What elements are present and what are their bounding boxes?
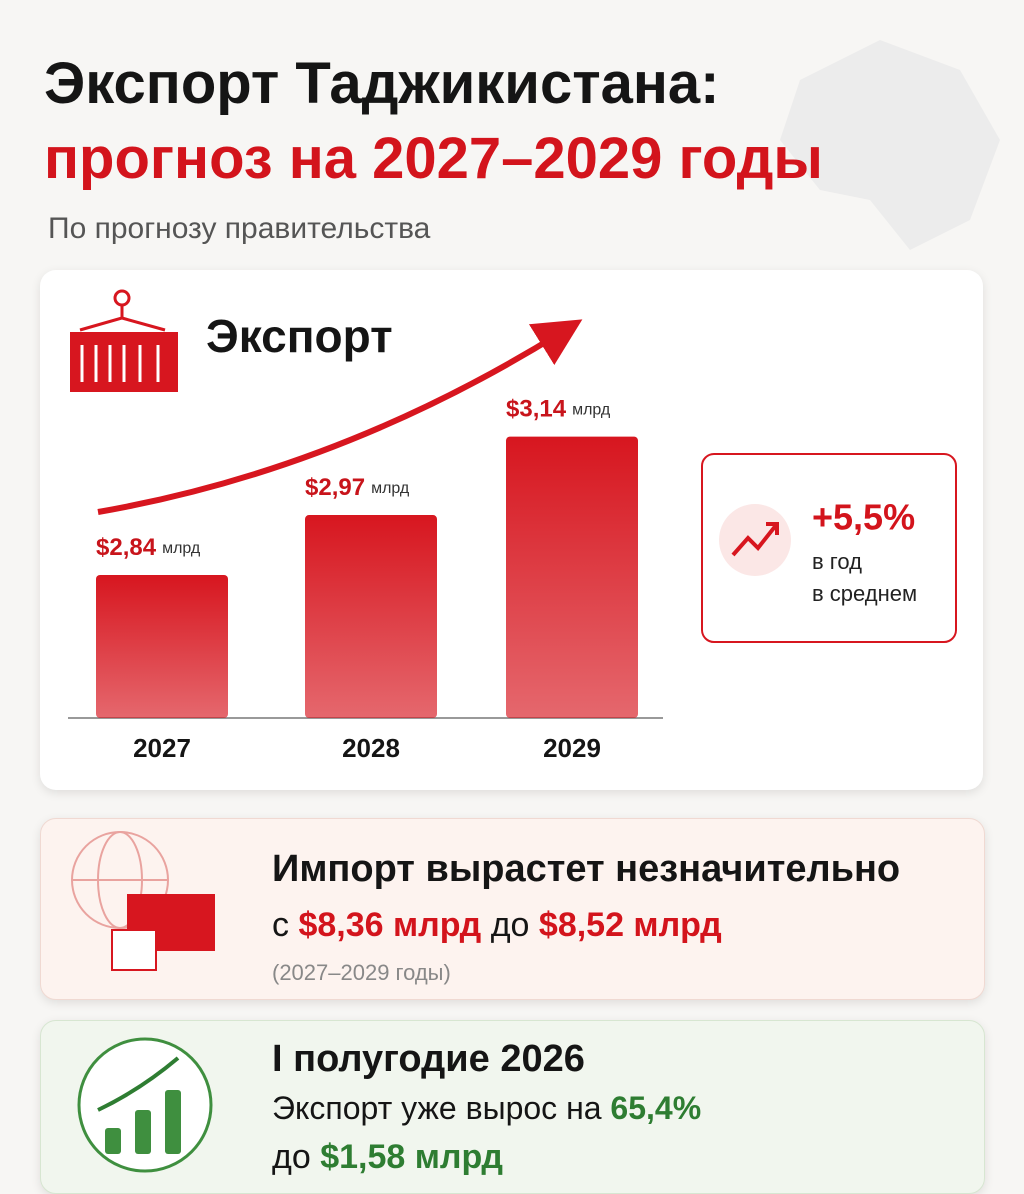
- import-period: (2027–2029 годы): [272, 960, 451, 985]
- subtitle: По прогнозу правительства: [48, 212, 431, 245]
- title-line1: Экспорт Таджикистана:: [44, 51, 720, 116]
- growth-box: [701, 453, 957, 643]
- half-year-line2: до $1,58 млрд: [272, 1138, 503, 1177]
- trend-arrow: [97, 319, 583, 515]
- value-label-unit: млрд: [371, 480, 410, 497]
- x-tick-label: 2027: [133, 733, 191, 763]
- value-label: $3,14 млрд: [506, 396, 611, 423]
- growth-icon-bg: [719, 504, 791, 576]
- container-icon: [70, 289, 178, 392]
- bar: [96, 575, 228, 718]
- bar: [506, 436, 638, 718]
- half-year-title: I полугодие 2026: [272, 1038, 585, 1080]
- half-year-growth: 65,4%: [610, 1090, 702, 1126]
- import-to-value: $8,52 млрд: [538, 906, 722, 944]
- value-label-number: $2,84: [96, 534, 157, 561]
- x-tick-label: 2028: [342, 733, 400, 763]
- import-icon: [71, 831, 215, 971]
- growth-line1: в год: [812, 549, 862, 574]
- half-year-to-value: $1,58 млрд: [320, 1138, 503, 1176]
- growth-icon: [731, 522, 779, 557]
- bar: [305, 515, 437, 718]
- value-label-number: $2,97: [305, 474, 365, 501]
- map-decoration: [780, 40, 1000, 250]
- import-title: Импорт вырастет незначительно: [272, 848, 901, 890]
- import-from-prefix: с: [272, 906, 289, 944]
- value-label-unit: млрд: [572, 402, 611, 419]
- growth-line2: в среднем: [812, 581, 917, 606]
- chart-title: Экспорт: [206, 310, 393, 362]
- half-year-to-prefix: до: [272, 1138, 311, 1176]
- value-label-number: $3,14: [506, 396, 567, 423]
- value-label-unit: млрд: [162, 540, 201, 557]
- half-year-icon: [77, 1037, 213, 1173]
- value-label: $2,84 млрд: [96, 534, 201, 561]
- half-year-text: Экспорт уже вырос на: [272, 1090, 602, 1126]
- x-tick-label: 2029: [543, 733, 601, 763]
- half-year-line1: Экспорт уже вырос на 65,4%: [272, 1090, 701, 1127]
- import-to-prefix: до: [490, 906, 530, 944]
- title-line2: прогноз на 2027–2029 годы: [44, 126, 823, 191]
- growth-value: +5,5%: [812, 497, 915, 538]
- import-from-value: $8,36 млрд: [298, 906, 482, 944]
- import-line: с $8,36 млрд до $8,52 млрд: [272, 906, 722, 945]
- value-label: $2,97 млрд: [305, 474, 410, 501]
